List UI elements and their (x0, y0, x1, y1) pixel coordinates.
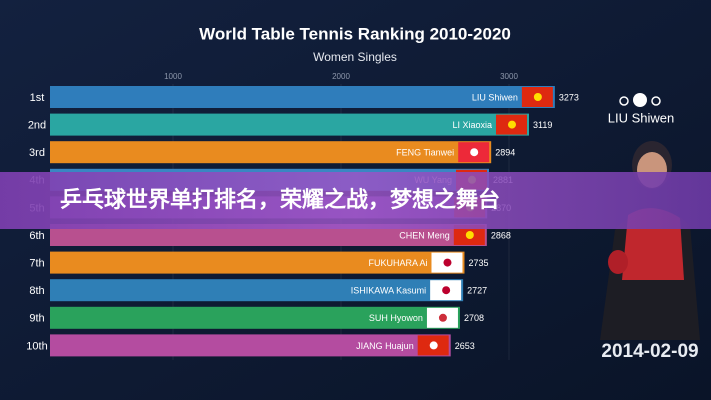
bar-name: LIU Shiwen (472, 92, 518, 102)
flag-emblem (465, 231, 474, 239)
flag-emblem (442, 286, 451, 295)
flag-emblem (438, 313, 447, 322)
bar-name: ISHIKAWA Kasumi (351, 286, 426, 296)
bar (50, 113, 529, 136)
flag-emblem (443, 258, 452, 267)
chart-title: World Table Tennis Ranking 2010-2020 (199, 24, 511, 43)
value-label: 2653 (455, 341, 475, 351)
rank-label: 3rd (29, 147, 45, 159)
rank-label: 7th (29, 258, 44, 270)
bar-name: SUH Hyowon (369, 313, 423, 323)
bar-name: FENG Tianwei (396, 148, 454, 158)
value-label: 2894 (495, 148, 515, 158)
rank-label: 6th (29, 230, 44, 242)
date-label: 2014-02-09 (601, 341, 698, 362)
value-label: 3273 (559, 92, 579, 102)
flag-emblem (533, 93, 542, 101)
bar (50, 224, 487, 246)
highlight-name: LIU Shiwen (608, 110, 674, 125)
value-label: 3119 (533, 120, 552, 130)
bar-name: CHEN Meng (399, 230, 450, 240)
value-label: 2708 (464, 313, 484, 323)
x-tick-label: 1000 (164, 72, 182, 81)
bar-name: FUKUHARA Ai (368, 258, 427, 268)
flag-emblem (470, 148, 479, 157)
x-tick-label: 3000 (500, 72, 518, 81)
value-label: 2868 (491, 230, 511, 240)
bar (50, 334, 451, 357)
flag-emblem (507, 120, 516, 129)
banner-text: 乒乓球世界单打排名，荣耀之战，梦想之舞台 (60, 187, 500, 212)
bar-name: LI Xiaoxia (452, 120, 492, 130)
rank-label: 8th (29, 285, 44, 297)
logo (619, 93, 661, 107)
bar (50, 279, 464, 302)
bar-name: JIANG Huajun (356, 341, 414, 351)
rank-label: 9th (29, 313, 44, 325)
value-label: 2735 (468, 258, 488, 268)
banner-bg (0, 172, 711, 229)
value-label: 2727 (467, 286, 487, 296)
rank-label: 10th (26, 340, 47, 352)
rank-label: 2nd (28, 120, 46, 132)
bar (50, 306, 460, 329)
rank-label: 1st (30, 92, 45, 104)
bar (50, 251, 465, 274)
bar (50, 86, 555, 108)
bar (50, 141, 492, 164)
flag-emblem (429, 341, 438, 350)
x-tick-label: 2000 (332, 72, 350, 81)
chart-subtitle: Women Singles (313, 50, 397, 64)
